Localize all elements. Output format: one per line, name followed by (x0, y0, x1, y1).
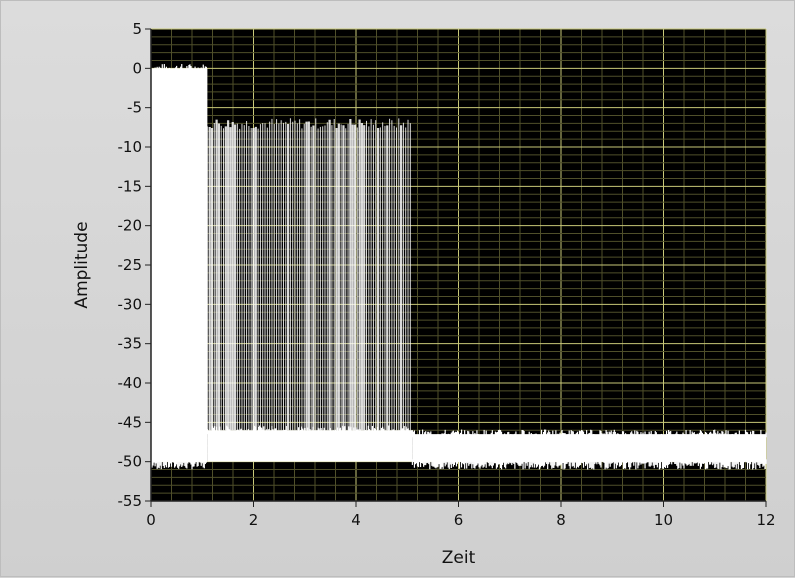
signal-trace (150, 64, 767, 470)
trace-segment-1 (207, 430, 413, 462)
x-tick-label: 8 (556, 511, 566, 529)
y-tick-label: -50 (118, 453, 143, 471)
y-tick-labels: 5 0 -5 -10 -15 -20 -25 -30 -35 -40 -45 -50 -55 (118, 20, 151, 510)
y-tick-label: -35 (118, 335, 143, 353)
y-tick-label: -25 (118, 256, 143, 274)
y-tick-label: -10 (118, 138, 143, 156)
y-tick-label: -30 (118, 295, 143, 313)
x-tick-labels: 0 2 4 6 8 10 12 (146, 501, 776, 529)
y-tick-label: -15 (118, 177, 143, 195)
y-tick-label: -45 (118, 413, 143, 431)
x-tick-label: 2 (249, 511, 259, 529)
x-axis-label: Zeit (442, 548, 476, 568)
y-tick-label: -20 (118, 217, 143, 235)
x-tick-label: 12 (756, 511, 775, 529)
x-tick-label: 6 (454, 511, 464, 529)
y-tick-label: -5 (127, 99, 142, 117)
y-tick-label: -40 (118, 374, 143, 392)
y-tick-label: 5 (132, 20, 142, 38)
trace-segment-2 (412, 434, 766, 462)
x-tick-label: 10 (654, 511, 673, 529)
y-tick-label: -55 (118, 492, 143, 510)
y-tick-label: 0 (132, 59, 142, 77)
x-tick-label: 4 (351, 511, 361, 529)
x-tick-label: 0 (146, 511, 156, 529)
y-axis-label: Amplitude (72, 221, 92, 308)
trace-segment-0 (151, 68, 208, 462)
